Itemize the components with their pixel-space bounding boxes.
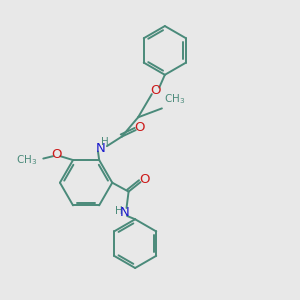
Text: O: O [51,148,62,161]
Text: CH$_3$: CH$_3$ [16,153,37,167]
Text: N: N [96,142,106,155]
Text: N: N [119,206,129,219]
Text: O: O [139,172,149,186]
Text: O: O [150,84,160,97]
Text: H: H [101,137,108,147]
Text: CH$_3$: CH$_3$ [164,92,185,106]
Text: H: H [115,206,123,216]
Text: O: O [134,121,145,134]
